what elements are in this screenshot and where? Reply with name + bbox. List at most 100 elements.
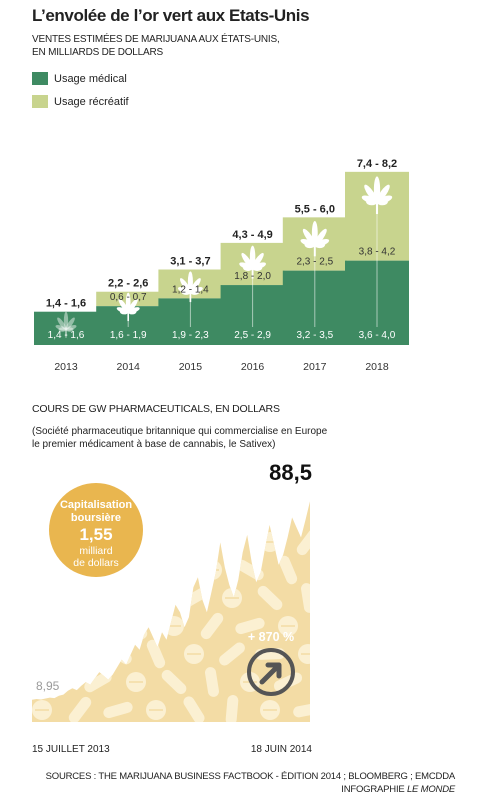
capsule-icon — [296, 528, 310, 556]
data-label-recreational-2016: 1,8 - 2,0 — [234, 271, 271, 282]
capsule-icon — [146, 583, 166, 613]
credit-line: INFOGRAPHIE LE MONDE — [341, 784, 455, 795]
tablet-icon — [316, 560, 336, 580]
chart-subtitle: VENTES ESTIMÉES DE MARIJUANA AUX ÉTATS-U… — [32, 33, 332, 59]
capsule-icon — [199, 502, 225, 526]
capsule-icon — [161, 669, 187, 695]
capsule-icon — [83, 617, 113, 635]
capsule-icon — [278, 501, 298, 529]
capsule-icon — [200, 612, 224, 640]
capsule-icon — [220, 528, 244, 556]
capsule-icon — [146, 639, 166, 669]
tablet-icon — [240, 504, 260, 524]
total-label-2016: 4,3 - 4,9 — [232, 229, 272, 241]
capsule-icon — [104, 643, 132, 665]
x-start-label: 15 JUILLET 2013 — [32, 744, 110, 755]
legend-label-medical: Usage médical — [54, 72, 127, 85]
total-label-2015: 3,1 - 3,7 — [170, 256, 210, 268]
capsule-icon — [67, 586, 93, 610]
capsule-icon — [219, 642, 245, 666]
cannabis-leaf-icon — [361, 176, 393, 215]
tablet-icon — [108, 588, 128, 608]
sales-bar-chart: 1,4 - 1,6 1,4 - 1,6 2013 1,6 - 1,9 0,6 - 0,7… — [34, 158, 409, 373]
tablet-icon — [50, 616, 70, 636]
capsule-icon — [310, 502, 341, 527]
cannabis-leaf-icon — [116, 292, 140, 322]
total-label-2014: 2,2 - 2,6 — [108, 278, 148, 290]
capitalisation-unit-1: milliard — [79, 545, 112, 557]
growth-label: + 870 % — [248, 630, 294, 644]
cannabis-leaf-icon — [300, 220, 330, 257]
legend-label-recreational: Usage récréatif — [54, 95, 129, 108]
capsule-icon — [159, 508, 189, 520]
capsule-icon — [235, 617, 265, 635]
subtitle-line-2: EN MILLIARDS DE DOLLARS — [32, 47, 163, 58]
tablet-icon — [70, 644, 90, 664]
tablet-icon — [184, 476, 204, 496]
data-label-medical-2014: 1,6 - 1,9 — [110, 330, 147, 341]
capsule-icon — [257, 585, 283, 611]
capsule-icon — [179, 533, 209, 551]
source-line: SOURCES : THE MARIJUANA BUSINESS FACTBOO… — [45, 771, 456, 782]
legend-item-medical: Usage médical — [32, 72, 127, 85]
legend-item-recreational: Usage récréatif — [32, 95, 129, 108]
capsule-icon — [35, 471, 48, 502]
end-value-label: 88,5 — [269, 460, 312, 485]
page-title: L’envolée de l’or vert aux Etats-Unis — [32, 6, 310, 25]
data-label-medical-2017: 3,2 - 3,5 — [296, 330, 333, 341]
stock-area — [32, 501, 310, 722]
data-label-medical-2018: 3,6 - 4,0 — [359, 330, 396, 341]
capsule-icon — [124, 612, 148, 640]
x-tick-label-2017: 2017 — [303, 361, 327, 373]
arrow-up-right-icon — [259, 662, 282, 685]
x-tick-label-2013: 2013 — [54, 361, 78, 373]
capsule-icon — [293, 702, 310, 718]
x-tick-label-2014: 2014 — [117, 361, 141, 373]
capsule-icon — [273, 672, 303, 692]
capsule-icon — [313, 610, 338, 641]
data-label-recreational-2018: 3,8 - 4,2 — [359, 247, 396, 258]
capsule-icon — [310, 674, 342, 691]
capsule-icon — [32, 592, 57, 604]
tablet-icon — [146, 532, 166, 552]
total-label-2017: 5,5 - 6,0 — [295, 203, 335, 215]
data-label-medical-2015: 1,9 - 2,3 — [172, 330, 209, 341]
capitalisation-unit-2: de dollars — [73, 557, 119, 569]
total-label-2018: 7,4 - 8,2 — [357, 158, 397, 170]
capsule-icon — [161, 557, 187, 583]
data-label-medical-2016: 2,5 - 2,9 — [234, 330, 271, 341]
capsule-icon — [140, 475, 172, 498]
capsule-icon — [225, 695, 239, 722]
capsule-icon — [224, 470, 240, 501]
capsule-icon — [183, 696, 205, 722]
growth-badge-ring — [247, 648, 295, 696]
x-end-label: 18 JUIN 2014 — [251, 744, 313, 755]
capsule-icon — [278, 555, 298, 585]
tablet-icon — [32, 532, 52, 552]
capitalisation-circle — [49, 483, 143, 577]
x-tick-label-2016: 2016 — [241, 361, 265, 373]
capitalisation-label-2: boursière — [71, 512, 121, 524]
subtitle-line-1: VENTES ESTIMÉES DE MARIJUANA AUX ÉTATS-U… — [32, 34, 280, 45]
capsule-icon — [84, 671, 112, 693]
data-label-recreational-2017: 2,3 - 2,5 — [296, 257, 333, 268]
cannabis-leaf-icon — [239, 245, 266, 279]
capsule-icon — [205, 667, 219, 697]
capitalisation-label-1: Capitalisation — [60, 499, 132, 511]
x-tick-label-2018: 2018 — [365, 361, 389, 373]
legend-swatch-medical — [32, 72, 48, 85]
data-label-recreational-2014: 0,6 - 0,7 — [110, 292, 147, 303]
legend-swatch-recreational — [32, 95, 48, 108]
total-label-2013: 1,4 - 1,6 — [46, 298, 86, 310]
capsule-icon — [301, 583, 310, 613]
data-label-medical-2013: 1,4 - 1,6 — [48, 330, 85, 341]
capsule-icon — [103, 701, 133, 719]
credit-brand: LE MONDE — [406, 784, 455, 795]
x-tick-label-2015: 2015 — [179, 361, 203, 373]
data-label-recreational-2015: 1,2 - 1,4 — [172, 284, 209, 295]
stock-chart-note: (Société pharmaceutique britannique qui … — [32, 426, 328, 450]
cannabis-leaf-icon — [177, 271, 203, 303]
cannabis-leaf-icon — [55, 311, 77, 338]
credit-prefix: INFOGRAPHIE — [341, 784, 407, 795]
